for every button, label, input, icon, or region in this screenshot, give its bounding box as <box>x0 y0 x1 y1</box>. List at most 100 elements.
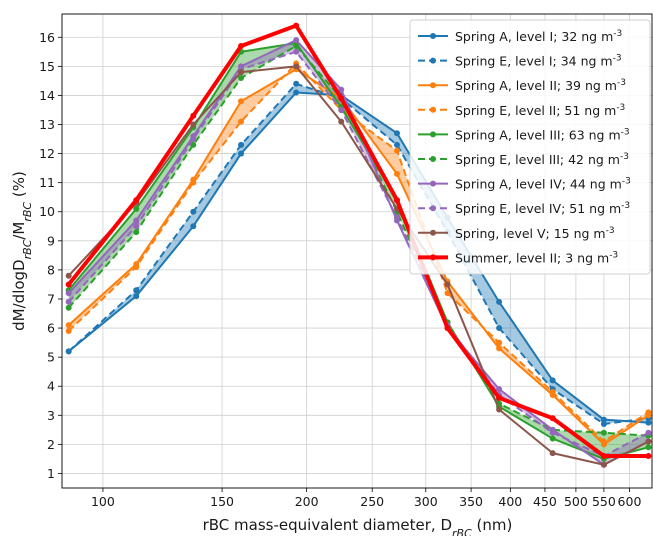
legend-marker <box>430 156 436 162</box>
y-tick-label: 3 <box>47 408 55 423</box>
legend-label: Spring A, level IV; 44 ng m-3 <box>455 177 631 192</box>
x-tick-label: 350 <box>459 494 483 509</box>
legend-label: Spring E, level II; 51 ng m-3 <box>455 103 625 118</box>
shaded-bands <box>68 40 649 465</box>
data-point <box>645 409 652 416</box>
legend-box <box>409 19 651 275</box>
data-point <box>190 121 197 128</box>
x-tick-label: 300 <box>414 494 438 509</box>
data-point <box>190 136 197 143</box>
data-point <box>293 42 300 49</box>
data-point <box>65 272 72 279</box>
data-point <box>645 438 652 445</box>
y-tick-label: 4 <box>47 379 55 394</box>
data-point <box>293 22 300 29</box>
data-point <box>444 325 451 332</box>
data-point <box>600 438 607 445</box>
series <box>65 22 652 460</box>
y-tick-label: 1 <box>47 466 55 481</box>
y-tick-label: 11 <box>39 175 55 190</box>
data-point <box>293 89 300 96</box>
data-point <box>293 80 300 87</box>
legend-label: Summer, level II; 3 ng m-3 <box>455 250 618 265</box>
y-tick-label: 16 <box>39 30 55 45</box>
legend-label: Spring E, level IV; 51 ng m-3 <box>455 201 630 216</box>
legend-label: Spring A, level II; 39 ng m-3 <box>455 78 626 93</box>
data-point <box>238 141 245 148</box>
data-point <box>645 419 652 426</box>
legend-marker <box>430 33 436 39</box>
data-point <box>600 416 607 423</box>
data-point <box>65 290 72 297</box>
data-point <box>338 106 345 113</box>
data-point <box>190 179 197 186</box>
data-point <box>496 345 503 352</box>
data-point <box>190 112 197 119</box>
series-line <box>67 39 649 466</box>
data-point <box>338 95 345 102</box>
data-point <box>238 118 245 125</box>
data-point <box>600 453 607 460</box>
data-point <box>293 63 300 70</box>
y-tick-label: 5 <box>47 350 55 365</box>
data-point <box>393 170 400 177</box>
shaded-band <box>68 63 649 445</box>
data-point <box>338 118 345 125</box>
series-lines <box>65 22 652 468</box>
series-line <box>67 62 649 443</box>
data-point <box>238 69 245 76</box>
x-tick-label: 100 <box>91 494 115 509</box>
x-tick-label: 450 <box>533 494 557 509</box>
legend-label: Spring E, level III; 42 ng m-3 <box>455 152 629 167</box>
data-point <box>549 450 556 457</box>
x-tick-label: 250 <box>360 494 384 509</box>
data-point <box>65 298 72 305</box>
series-line <box>67 23 649 459</box>
data-point <box>444 290 451 297</box>
data-point <box>133 293 140 300</box>
data-point <box>65 322 72 329</box>
legend-label: Spring E, level I; 34 ng m-3 <box>455 54 622 69</box>
data-point <box>190 208 197 215</box>
data-point <box>496 394 503 401</box>
y-tick-label: 12 <box>39 146 55 161</box>
data-point <box>133 217 140 224</box>
x-axis-title: rBC mass-equivalent diameter, DrBC (nm) <box>203 516 513 536</box>
y-tick-label: 14 <box>39 88 55 103</box>
data-point <box>549 389 556 396</box>
data-point <box>393 141 400 148</box>
data-point <box>133 287 140 294</box>
data-point <box>496 325 503 332</box>
legend-marker <box>430 82 436 89</box>
series-line <box>67 44 649 437</box>
legend-label: Spring A, level I; 32 ng m-3 <box>455 29 622 44</box>
data-point <box>496 406 503 413</box>
x-tick-label: 400 <box>498 494 522 509</box>
data-point <box>190 223 197 230</box>
data-point <box>65 304 72 311</box>
data-point <box>645 429 652 436</box>
data-point <box>133 205 140 212</box>
legend-marker <box>430 254 436 261</box>
x-axis-ticks: 100 150 200 250 300 350 400 450 500 550 600 <box>91 488 641 509</box>
x-tick-label: 150 <box>210 494 234 509</box>
legend-label: Spring A, level III; 63 ng m-3 <box>455 127 630 142</box>
data-point <box>645 453 652 460</box>
series-line <box>68 91 649 424</box>
data-point <box>238 42 245 49</box>
y-tick-label: 2 <box>47 437 55 452</box>
data-point <box>65 281 72 288</box>
data-point <box>600 421 607 428</box>
data-point <box>393 197 400 204</box>
y-tick-label: 13 <box>39 117 55 132</box>
x-tick-label: 200 <box>295 494 319 509</box>
y-tick-label: 10 <box>39 204 55 219</box>
series-line <box>68 68 649 446</box>
y-tick-label: 6 <box>47 321 55 336</box>
y-tick-label: 7 <box>47 291 55 306</box>
data-point <box>190 141 197 148</box>
y-tick-label: 8 <box>47 262 55 277</box>
data-point <box>496 298 503 305</box>
data-point <box>549 435 556 442</box>
